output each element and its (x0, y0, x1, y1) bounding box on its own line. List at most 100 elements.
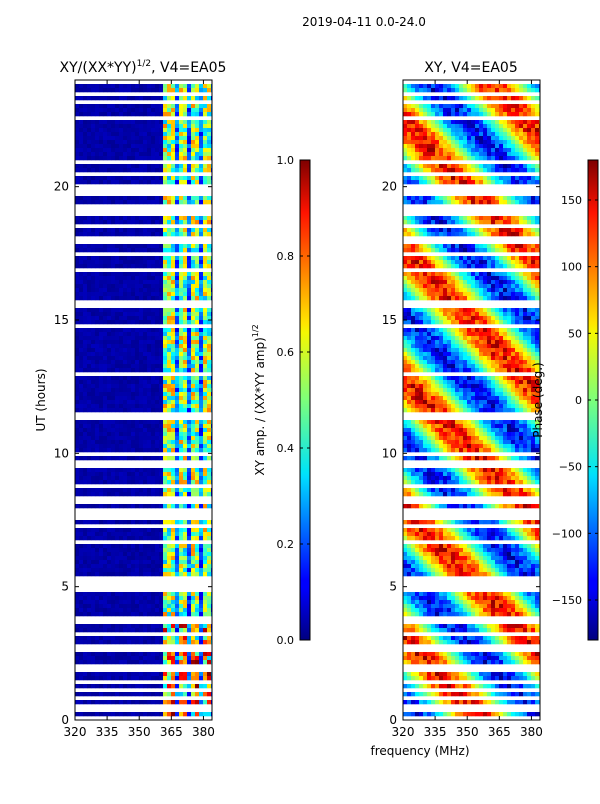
heatmap-amplitude-cell (135, 396, 139, 400)
heatmap-phase-cell (427, 228, 431, 232)
heatmap-phase-cell (495, 84, 499, 88)
heatmap-amplitude-cell (83, 200, 87, 204)
heatmap-amplitude-cell (171, 404, 175, 408)
heatmap-amplitude-cell (203, 360, 207, 364)
heatmap-amplitude-cell (143, 640, 147, 644)
heatmap-amplitude-cell (183, 476, 187, 480)
heatmap-phase-cell (427, 200, 431, 204)
heatmap-amplitude-cell (195, 260, 199, 264)
heatmap-phase-cell (443, 120, 447, 124)
heatmap-amplitude-cell (159, 288, 163, 292)
heatmap-amplitude-cell (115, 692, 119, 696)
heatmap-amplitude-cell (107, 332, 111, 336)
heatmap-phase-cell (507, 244, 511, 248)
heatmap-phase-cell (479, 88, 483, 92)
heatmap-phase-cell (447, 256, 451, 260)
heatmap-amplitude-cell (135, 652, 139, 656)
heatmap-amplitude-cell (107, 248, 111, 252)
heatmap-amplitude-cell (83, 572, 87, 576)
heatmap-amplitude-cell (203, 428, 207, 432)
heatmap-amplitude-cell (179, 564, 183, 568)
heatmap-amplitude-cell (151, 692, 155, 696)
heatmap-phase-cell (467, 96, 471, 100)
heatmap-amplitude-cell (159, 656, 163, 660)
heatmap-amplitude-cell (155, 256, 159, 260)
heatmap-amplitude-cell (183, 292, 187, 296)
heatmap-amplitude-cell (91, 528, 95, 532)
heatmap-phase-cell (471, 112, 475, 116)
heatmap-amplitude-cell (99, 400, 103, 404)
heatmap-amplitude-cell (131, 608, 135, 612)
heatmap-amplitude-cell (203, 352, 207, 356)
heatmap-amplitude-cell (79, 604, 83, 608)
heatmap-amplitude-cell (75, 264, 79, 268)
heatmap-amplitude-cell (207, 364, 211, 368)
heatmap-phase-cell (479, 148, 483, 152)
heatmap-amplitude-cell (111, 404, 115, 408)
heatmap-amplitude-cell (163, 684, 167, 688)
heatmap-amplitude-cell (123, 364, 127, 368)
heatmap-amplitude-cell (147, 400, 151, 404)
heatmap-phase-cell (523, 256, 527, 260)
heatmap-amplitude-cell (203, 156, 207, 160)
heatmap-amplitude-cell (203, 132, 207, 136)
heatmap-amplitude-cell (99, 288, 103, 292)
heatmap-phase-cell (431, 232, 435, 236)
heatmap-phase-cell (443, 256, 447, 260)
heatmap-amplitude-cell (199, 652, 203, 656)
heatmap-amplitude-cell (79, 660, 83, 664)
heatmap-amplitude-cell (135, 520, 139, 524)
heatmap-amplitude-cell (87, 176, 91, 180)
heatmap-amplitude-cell (95, 260, 99, 264)
heatmap-amplitude-cell (175, 640, 179, 644)
heatmap-amplitude-cell (139, 400, 143, 404)
heatmap-phase-cell (435, 148, 439, 152)
heatmap-amplitude-cell (91, 472, 95, 476)
heatmap-phase-cell (495, 232, 499, 236)
heatmap-amplitude-cell (115, 444, 119, 448)
heatmap-phase-cell (451, 124, 455, 128)
heatmap-amplitude-cell (139, 392, 143, 396)
heatmap-amplitude-cell (187, 504, 191, 508)
heatmap-phase-cell (447, 232, 451, 236)
heatmap-amplitude-cell (75, 176, 79, 180)
heatmap-amplitude-cell (155, 196, 159, 200)
heatmap-amplitude-cell (75, 468, 79, 472)
heatmap-amplitude-cell (155, 676, 159, 680)
heatmap-amplitude-cell (79, 292, 83, 296)
heatmap-amplitude-cell (75, 96, 79, 100)
heatmap-amplitude-cell (83, 248, 87, 252)
heatmap-phase-cell (515, 96, 519, 100)
heatmap-amplitude-cell (147, 144, 151, 148)
heatmap-amplitude-cell (103, 404, 107, 408)
heatmap-amplitude-cell (131, 476, 135, 480)
heatmap-amplitude-cell (199, 140, 203, 144)
heatmap-amplitude-cell (103, 316, 107, 320)
heatmap-phase-cell (511, 176, 515, 180)
heatmap-amplitude-cell (75, 476, 79, 480)
heatmap-amplitude-cell (183, 124, 187, 128)
heatmap-phase-cell (463, 96, 467, 100)
heatmap-amplitude-cell (195, 84, 199, 88)
heatmap-phase-cell (427, 148, 431, 152)
heatmap-amplitude-cell (127, 468, 131, 472)
heatmap-amplitude-cell (187, 684, 191, 688)
heatmap-phase-cell (495, 88, 499, 92)
heatmap-phase-cell (523, 136, 527, 140)
heatmap-phase-cell (443, 272, 447, 276)
heatmap-amplitude-cell (195, 392, 199, 396)
heatmap-phase-cell (411, 88, 415, 92)
heatmap-amplitude-cell (151, 316, 155, 320)
heatmap-amplitude-cell (183, 572, 187, 576)
heatmap-amplitude-cell (191, 636, 195, 640)
heatmap-amplitude-cell (119, 364, 123, 368)
heatmap-amplitude-cell (143, 612, 147, 616)
heatmap-amplitude-cell (87, 428, 91, 432)
heatmap-amplitude-cell (167, 568, 171, 572)
heatmap-amplitude-cell (95, 684, 99, 688)
heatmap-amplitude-cell (107, 148, 111, 152)
heatmap-amplitude-cell (167, 332, 171, 336)
heatmap-amplitude-cell (87, 420, 91, 424)
heatmap-amplitude-cell (123, 348, 127, 352)
